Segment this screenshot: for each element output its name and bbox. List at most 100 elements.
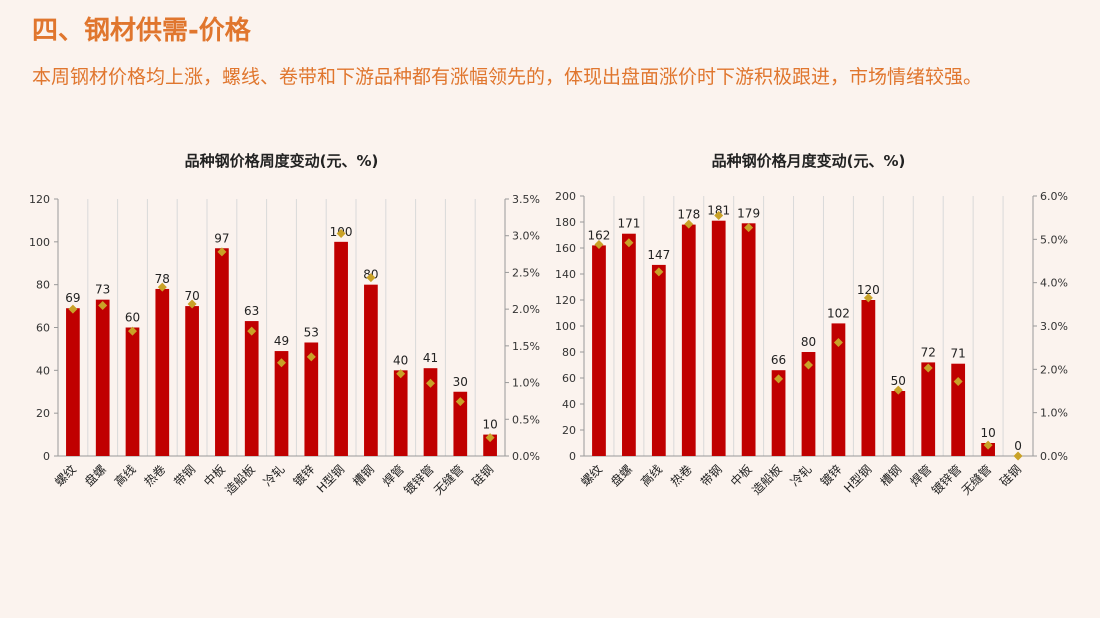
- category-label: 热卷: [141, 462, 169, 490]
- percent-marker: [654, 267, 664, 277]
- y2-tick-label: 5.0%: [1040, 233, 1068, 246]
- weekly-price-change-chart: 品种钢价格周度变动(元、%) 0 20 40 60 80 100 120 0.0% 0.5% 1.0…: [29, 152, 540, 498]
- category-label: 冷轧: [788, 462, 815, 489]
- percent-marker: [455, 397, 465, 407]
- bar-value-label: 147: [647, 248, 670, 262]
- category-label: 盘螺: [81, 462, 109, 490]
- bar: [185, 306, 199, 456]
- bar: [861, 300, 876, 456]
- percent-marker: [128, 326, 137, 336]
- percent-marker: [247, 326, 257, 336]
- percent-marker: [366, 273, 376, 283]
- y-tick-label: 20: [562, 424, 576, 437]
- y-tick-label: 160: [555, 242, 576, 255]
- y-tick-label: 40: [562, 398, 576, 411]
- y2-tick-label: 1.0%: [1040, 407, 1068, 420]
- percent-marker: [336, 229, 346, 239]
- chart-title: 品种钢价格周度变动(元、%): [185, 152, 379, 170]
- category-label: 盘螺: [607, 462, 635, 490]
- bar-value-label: 60: [125, 311, 140, 325]
- y2-tick-label: 4.0%: [1040, 277, 1068, 290]
- category-label: 中板: [727, 462, 755, 490]
- y-tick-label: 140: [555, 268, 576, 281]
- category-label: H型钢: [314, 462, 347, 495]
- y2-tick-label: 3.5%: [512, 193, 540, 206]
- y-tick-label: 100: [29, 236, 50, 249]
- bar: [364, 284, 378, 456]
- y-tick-label: 0: [43, 450, 50, 463]
- y-tick-label: 120: [29, 193, 50, 206]
- bar: [423, 368, 438, 456]
- bar: [453, 391, 468, 456]
- percent-marker: [306, 352, 316, 362]
- bar-value-label: 179: [737, 206, 760, 220]
- bar: [274, 351, 289, 456]
- bar-value-label: 178: [677, 208, 700, 222]
- bar: [801, 352, 816, 456]
- percent-marker: [624, 238, 634, 248]
- bar: [155, 288, 170, 456]
- bar-value-label: 69: [65, 291, 80, 305]
- y-tick-label: 60: [36, 322, 50, 335]
- y-tick-label: 80: [562, 346, 576, 359]
- category-label: 焊管: [907, 462, 935, 490]
- category-label: 高线: [637, 462, 665, 490]
- bar: [66, 308, 80, 456]
- percent-marker: [426, 378, 435, 388]
- y-tick-label: 120: [555, 294, 576, 307]
- y2-tick-label: 2.5%: [512, 266, 540, 279]
- percent-marker: [833, 337, 843, 347]
- bar-value-label: 63: [244, 304, 259, 318]
- bar: [771, 370, 786, 456]
- bar: [393, 370, 408, 456]
- bar-value-label: 40: [393, 353, 408, 367]
- y2-tick-label: 2.0%: [512, 303, 540, 316]
- y-tick-label: 100: [555, 320, 576, 333]
- bar-value-label: 102: [827, 306, 850, 320]
- y-tick-label: 60: [562, 372, 576, 385]
- category-label: 硅钢: [997, 462, 1024, 489]
- percent-marker: [744, 223, 754, 233]
- bar-value-label: 162: [588, 228, 611, 242]
- bar-value-label: 171: [617, 217, 640, 231]
- y2-tick-label: 0.0%: [512, 450, 540, 463]
- percent-marker: [277, 358, 286, 368]
- bar-value-label: 73: [95, 283, 110, 297]
- bar: [951, 363, 966, 456]
- bar-value-label: 50: [891, 374, 906, 388]
- category-label: 无缝管: [430, 462, 466, 498]
- bar-value-label: 78: [155, 272, 170, 286]
- bar: [921, 362, 936, 456]
- category-label: 造船板: [222, 462, 257, 497]
- category-label: 镀锌管: [401, 462, 437, 498]
- percent-marker: [714, 211, 724, 220]
- category-label: 螺纹: [578, 462, 605, 489]
- bar-value-label: 41: [423, 351, 438, 365]
- bar: [831, 323, 846, 456]
- bar: [483, 434, 497, 456]
- y-tick-label: 180: [555, 216, 576, 229]
- bar: [592, 245, 606, 456]
- category-label: 造船板: [749, 462, 784, 497]
- y2-tick-label: 2.0%: [1040, 363, 1068, 376]
- bar: [651, 264, 666, 456]
- category-label: 带钢: [171, 462, 198, 489]
- category-label: 硅钢: [469, 462, 496, 489]
- bar: [334, 241, 348, 456]
- bar-value-label: 53: [304, 325, 319, 339]
- bar-value-label: 66: [771, 353, 786, 367]
- percent-marker: [396, 369, 406, 379]
- category-label: 热卷: [667, 462, 695, 490]
- y-tick-label: 200: [555, 190, 576, 203]
- category-label: H型钢: [841, 462, 874, 495]
- category-label: 槽钢: [350, 462, 377, 489]
- y2-tick-label: 1.0%: [512, 377, 540, 390]
- y2-tick-label: 0.5%: [512, 413, 540, 426]
- bar-value-label: 10: [482, 418, 497, 432]
- percent-marker: [187, 299, 197, 309]
- chart-title: 品种钢价格月度变动(元、%): [712, 152, 906, 170]
- category-label: 槽钢: [878, 462, 905, 489]
- category-label: 螺纹: [52, 462, 79, 489]
- percent-marker: [594, 240, 604, 250]
- bar-value-label: 72: [921, 345, 936, 359]
